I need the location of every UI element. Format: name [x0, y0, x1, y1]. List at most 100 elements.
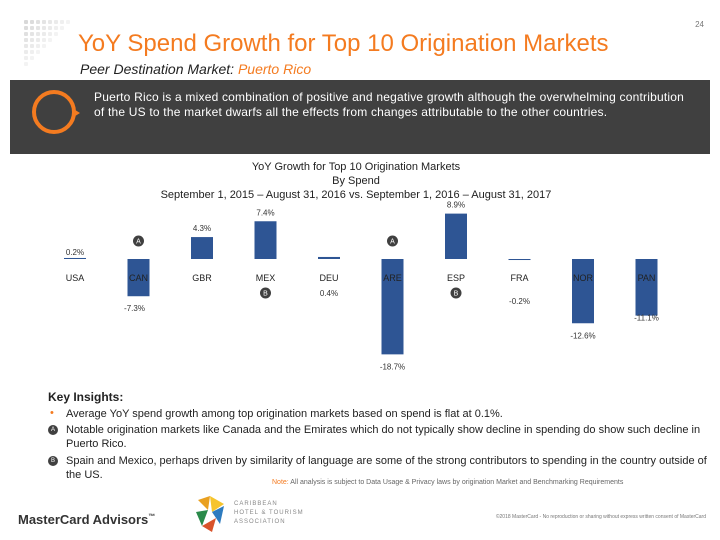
decorative-dot: [48, 32, 52, 36]
value-label: -7.3%: [124, 304, 145, 313]
bar-usa: [64, 257, 86, 259]
page-number: 24: [695, 20, 704, 29]
subtitle: Peer Destination Market: Puerto Rico: [80, 61, 311, 77]
decorative-dot: [30, 38, 34, 42]
decorative-dot: [24, 62, 28, 66]
category-label: DEU: [319, 273, 338, 283]
note-text: All analysis is subject to Data Usage & …: [290, 479, 624, 486]
decorative-dot: [24, 26, 28, 30]
decorative-dot: [42, 44, 46, 48]
decorative-dot: [48, 38, 52, 42]
decorative-dot: [42, 20, 46, 24]
decorative-dot: [24, 20, 28, 24]
bar-mex: [254, 221, 277, 259]
bar-are: [381, 259, 404, 355]
decorative-dot: [36, 38, 40, 42]
marker-badge-icon: [450, 287, 462, 299]
marker-badge-label: A: [390, 239, 395, 246]
insights-heading: Key Insights:: [48, 390, 124, 404]
bar-gbr: [191, 237, 213, 259]
marker-badge-label: B: [454, 291, 459, 298]
growth-bar-chart: USA 0.2% CAN -7.3% A GBR 4.3% MEX 7.4% B DEU 0.4% AR…: [64, 201, 659, 371]
cht-association-logo-icon: [196, 496, 224, 532]
marker-a-icon: A: [48, 425, 58, 435]
callout-pointer-icon: [72, 108, 80, 118]
decorative-dot: [36, 20, 40, 24]
insight-item: Average YoY spend growth among top origi…: [66, 408, 503, 420]
decorative-dot: [24, 44, 28, 48]
decorative-dot: [42, 26, 46, 30]
category-label: ESP: [447, 273, 465, 283]
note: Note: All analysis is subject to Data Us…: [272, 479, 623, 486]
category-label: MEX: [256, 273, 276, 283]
value-label: -11.1%: [634, 314, 659, 323]
decorative-dot: [48, 26, 52, 30]
insight-item: Notable origination markets like Canada …: [66, 424, 701, 450]
bar-deu: [318, 256, 340, 259]
decorative-dot: [36, 26, 40, 30]
banner-text: Puerto Rico is a mixed combination of po…: [94, 90, 684, 119]
decorative-dot: [30, 50, 34, 54]
value-label: -12.6%: [570, 331, 595, 340]
bar-can: [127, 259, 150, 297]
value-label: 7.4%: [256, 208, 274, 217]
bar-nor: [572, 259, 594, 324]
decorative-dot: [42, 32, 46, 36]
category-label: GBR: [192, 273, 212, 283]
bullet-icon: •: [50, 407, 54, 419]
marker-badge-label: A: [136, 239, 141, 246]
decorative-dot-grid: [24, 20, 72, 66]
insight-item: Spain and Mexico, perhaps driven by simi…: [66, 455, 707, 481]
summary-banner: Puerto Rico is a mixed combination of po…: [10, 80, 710, 154]
decorative-dot: [54, 32, 58, 36]
subtitle-prefix: Peer Destination Market:: [80, 61, 235, 77]
decorative-dot: [54, 26, 58, 30]
chart-title: YoY Growth for Top 10 Origination Market…: [100, 160, 612, 202]
chart-title-line: YoY Growth for Top 10 Origination Market…: [251, 161, 461, 173]
decorative-dot: [30, 32, 34, 36]
decorative-dot: [24, 56, 28, 60]
decorative-dot: [24, 50, 28, 54]
decorative-dot: [36, 44, 40, 48]
marker-badge-icon: [260, 287, 271, 299]
category-label: CAN: [129, 273, 148, 283]
decorative-dot: [60, 26, 64, 30]
value-label: 0.2%: [66, 248, 84, 257]
decorative-dot: [36, 32, 40, 36]
decorative-dot: [60, 20, 64, 24]
bar-pan: [635, 259, 658, 316]
subtitle-market: Puerto Rico: [237, 61, 312, 77]
value-label: 8.9%: [447, 201, 465, 210]
decorative-dot: [24, 32, 28, 36]
page-title: YoY Spend Growth for Top 10 Origination …: [78, 30, 609, 57]
marker-badge-icon: [133, 235, 144, 247]
marker-b-icon: B: [48, 456, 58, 466]
value-label: -18.7%: [380, 362, 405, 371]
value-label: 4.3%: [193, 224, 211, 233]
category-label: PAN: [638, 273, 656, 283]
note-label: Note:: [272, 479, 289, 486]
decorative-dot: [36, 50, 40, 54]
association-logo-text: CARIBBEAN HOTEL & TOURISM ASSOCIATION: [234, 501, 304, 525]
decorative-dot: [42, 38, 46, 42]
category-label: NOR: [573, 273, 594, 283]
decorative-dot: [54, 20, 58, 24]
bar-esp: [445, 213, 467, 259]
decorative-dot: [66, 20, 70, 24]
category-label: USA: [66, 273, 85, 283]
marker-badge-label: B: [263, 291, 268, 298]
decorative-dot: [30, 56, 34, 60]
chart-title-line: September 1, 2015 – August 31, 2016 vs. …: [160, 189, 552, 201]
bar-fra: [508, 259, 531, 261]
value-label: 0.4%: [320, 289, 338, 298]
decorative-dot: [30, 20, 34, 24]
value-label: -0.2%: [509, 297, 530, 306]
decorative-dot: [24, 38, 28, 42]
category-label: ARE: [383, 273, 402, 283]
category-label: FRA: [511, 273, 529, 283]
decorative-dot: [30, 26, 34, 30]
decorative-dot: [48, 20, 52, 24]
chart-title-line: By Spend: [332, 175, 380, 187]
decorative-dot: [30, 44, 34, 48]
